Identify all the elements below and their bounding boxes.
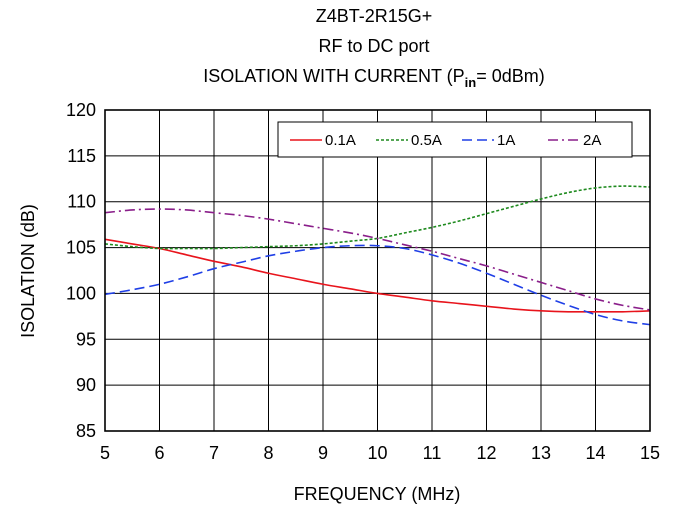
title-line-3-subscript: in	[465, 75, 477, 90]
chart-title-line-2: RF to DC port	[318, 36, 429, 56]
y-tick-label: 100	[66, 283, 96, 303]
x-tick-label: 13	[531, 443, 551, 463]
x-tick-label: 15	[640, 443, 660, 463]
chart-title-line-3: ISOLATION WITH CURRENT (Pin= 0dBm)	[203, 66, 544, 90]
y-tick-label: 90	[76, 375, 96, 395]
y-tick-label: 110	[67, 192, 96, 212]
chart-title-line-1: Z4BT-2R15G+	[316, 6, 433, 26]
x-tick-labels: 5 6 7 8 9 10 11 12 13 14 15	[100, 443, 660, 463]
title-line-3-prefix: ISOLATION WITH CURRENT (P	[203, 66, 464, 86]
x-axis-label: FREQUENCY (MHz)	[294, 484, 461, 504]
legend-label: 2A	[583, 132, 601, 149]
legend-label: 1A	[497, 132, 515, 149]
grid	[104, 109, 651, 432]
series-line-2a	[104, 208, 651, 311]
y-tick-label: 105	[66, 238, 96, 258]
y-tick-label: 120	[66, 100, 96, 120]
title-line-3-suffix: = 0dBm)	[476, 66, 545, 86]
series-line-0-5a	[104, 185, 651, 250]
x-tick-label: 5	[100, 443, 110, 463]
series-lines	[104, 185, 651, 326]
x-tick-label: 8	[263, 443, 273, 463]
y-tick-labels: 85 90 95 100 105 110 115 120	[66, 100, 96, 441]
series-line-0-1a	[104, 238, 651, 313]
legend-label: 0.5A	[411, 132, 442, 149]
x-tick-label: 7	[209, 443, 219, 463]
y-tick-label: 85	[76, 421, 96, 441]
y-tick-label: 95	[76, 329, 96, 349]
plot-frame	[104, 109, 651, 432]
x-tick-label: 6	[154, 443, 164, 463]
legend-label: 0.1A	[325, 132, 356, 149]
y-tick-label: 115	[67, 146, 96, 166]
series-line-1a	[104, 244, 651, 326]
x-tick-label: 9	[318, 443, 328, 463]
x-tick-label: 12	[476, 443, 496, 463]
x-tick-label: 14	[585, 443, 605, 463]
x-tick-label: 10	[367, 443, 387, 463]
y-axis-label: ISOLATION (dB)	[18, 204, 38, 338]
legend: 0.1A 0.5A 1A 2A	[277, 121, 633, 158]
x-tick-label: 11	[423, 443, 442, 463]
